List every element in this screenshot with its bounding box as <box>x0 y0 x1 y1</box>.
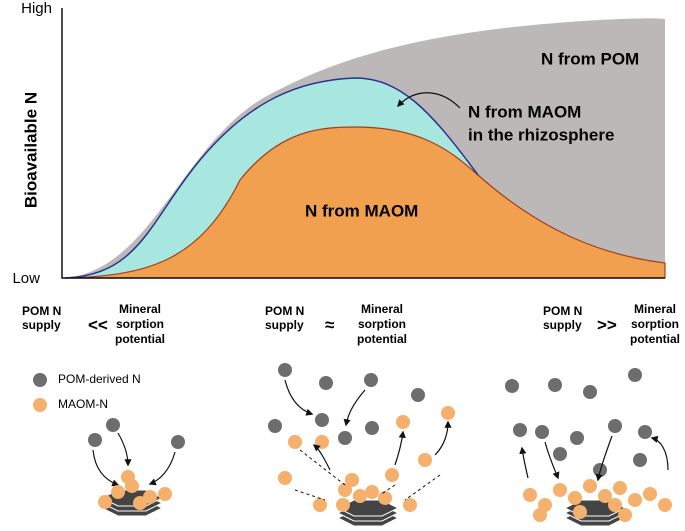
rhizo-label: N from MAOM <box>468 102 581 121</box>
condition-left: POM N <box>543 304 582 318</box>
maom-area <box>64 126 666 279</box>
condition-right: potential <box>630 332 680 346</box>
condition-right: potential <box>115 332 165 346</box>
panel-2 <box>268 363 455 527</box>
panel-3 <box>505 368 672 527</box>
condition-left: supply <box>265 318 304 332</box>
rhizo-label: in the rhizosphere <box>468 125 614 144</box>
y-label: Bioavailable N <box>21 92 40 208</box>
condition-right: Mineral <box>119 302 161 316</box>
condition-left: POM N <box>265 304 304 318</box>
legend: POM-derived N MAOM-N <box>33 372 141 412</box>
condition-left: supply <box>22 318 61 332</box>
y-high: High <box>21 0 52 17</box>
y-low: Low <box>12 270 40 287</box>
pom-label: N from POM <box>541 49 639 68</box>
condition-right: Mineral <box>634 302 676 316</box>
condition-left: POM N <box>22 304 61 318</box>
legend-swatch <box>33 398 47 412</box>
axes <box>61 8 665 279</box>
conditions: POM N supply << Mineral sorption potenti… <box>22 302 680 346</box>
chart-area: High Low Bioavailable N N from POM N fro… <box>12 0 666 287</box>
condition-right: sorption <box>358 317 406 331</box>
legend-label: POM-derived N <box>58 372 141 386</box>
legend-label: MAOM-N <box>58 397 108 411</box>
condition-right: potential <box>357 332 407 346</box>
rhizo-line <box>64 77 479 279</box>
condition-right: sorption <box>631 317 679 331</box>
condition-right: sorption <box>116 317 164 331</box>
condition-relation: ≈ <box>325 315 334 334</box>
condition-relation: << <box>88 315 108 334</box>
condition-right: Mineral <box>361 302 403 316</box>
panel-1 <box>88 418 185 517</box>
condition-relation: >> <box>597 315 617 334</box>
maom-label: N from MAOM <box>305 201 418 220</box>
condition-left: supply <box>543 318 582 332</box>
pointer-arrow <box>397 92 461 109</box>
legend-swatch <box>33 373 47 387</box>
